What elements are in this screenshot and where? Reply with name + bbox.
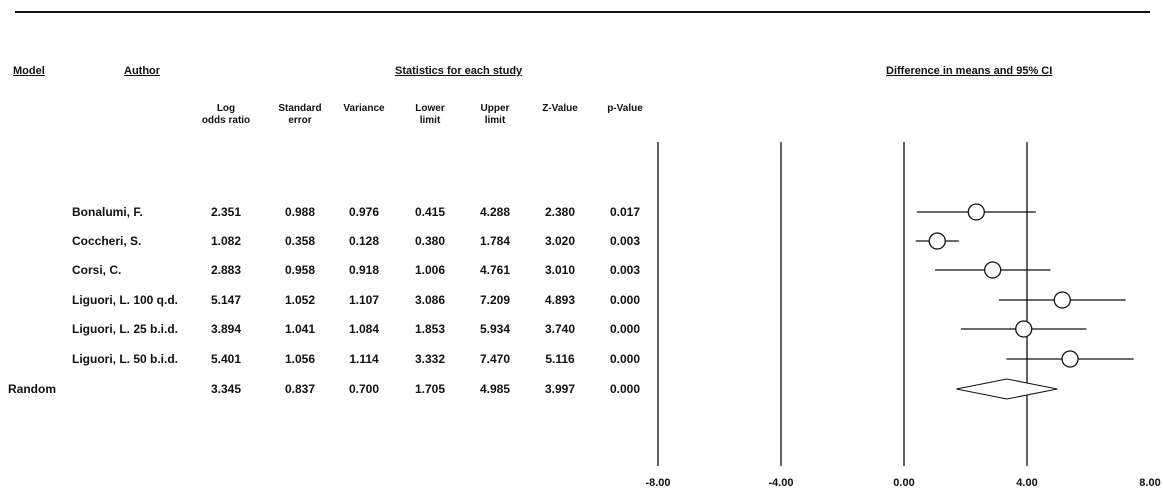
x-tick-label: -4.00 — [768, 477, 793, 489]
stat-cell: 0.837 — [284, 382, 316, 396]
stat-cell: 1.107 — [348, 293, 380, 307]
column-header: p-Value — [607, 103, 643, 114]
stat-cell: 1.041 — [284, 322, 316, 336]
x-tick-label: 4.00 — [1016, 477, 1037, 489]
study-point — [984, 261, 1002, 279]
study-point — [967, 203, 985, 221]
stat-cell: 1.853 — [414, 322, 446, 336]
stat-cell: 0.128 — [348, 234, 380, 248]
stat-cell: 3.020 — [544, 234, 576, 248]
stat-cell: 5.147 — [210, 293, 242, 307]
column-header: Lower limit — [415, 103, 445, 126]
column-header: Log odds ratio — [201, 103, 251, 126]
stat-cell: 3.332 — [414, 352, 446, 366]
stat-cell: 3.086 — [414, 293, 446, 307]
stat-cell: 0.000 — [609, 322, 641, 336]
stat-cell: 5.116 — [545, 352, 575, 366]
header-statistics: Statistics for each study — [395, 65, 523, 77]
stat-cell: 2.351 — [210, 205, 242, 219]
stat-cell: 0.976 — [348, 205, 380, 219]
stat-cell: 4.761 — [479, 263, 511, 277]
stat-cell: 0.000 — [609, 382, 641, 396]
author-cell: Liguori, L. 25 b.i.d. — [72, 322, 179, 336]
header-author: Author — [124, 65, 161, 77]
author-cell: Liguori, L. 50 b.i.d. — [72, 352, 179, 366]
stat-cell: 0.988 — [284, 205, 316, 219]
stat-cell: 5.401 — [210, 352, 242, 366]
stat-cell: 1.052 — [284, 293, 316, 307]
study-point — [1061, 350, 1079, 368]
stat-cell: 3.010 — [544, 263, 576, 277]
stat-cell: 1.006 — [414, 263, 446, 277]
stat-cell: 3.894 — [210, 322, 242, 336]
stat-cell: 3.997 — [544, 382, 576, 396]
top-rule — [15, 11, 1150, 13]
study-point — [1015, 320, 1033, 338]
stat-cell: 0.918 — [348, 263, 380, 277]
stat-cell: 1.114 — [349, 352, 379, 366]
stat-cell: 1.784 — [479, 234, 511, 248]
stat-cell: 0.358 — [284, 234, 316, 248]
stat-cell: 0.958 — [284, 263, 316, 277]
stat-cell: 0.003 — [609, 234, 641, 248]
stat-cell: 7.209 — [479, 293, 511, 307]
stat-cell: 0.415 — [414, 205, 446, 219]
study-point — [1053, 291, 1071, 309]
header-model: Model — [13, 65, 45, 77]
column-header: Upper limit — [480, 103, 510, 126]
stat-cell: 0.000 — [609, 352, 641, 366]
column-header: Variance — [343, 103, 385, 114]
stat-cell: 0.700 — [348, 382, 380, 396]
stat-cell: 0.003 — [609, 263, 641, 277]
study-point — [928, 232, 946, 250]
stat-cell: 3.740 — [544, 322, 576, 336]
stat-cell: 1.056 — [284, 352, 316, 366]
author-cell: Liguori, L. 100 q.d. — [72, 293, 179, 307]
stat-cell: 2.380 — [544, 205, 576, 219]
stat-cell: 1.705 — [414, 382, 446, 396]
x-tick-label: 0.00 — [893, 477, 914, 489]
stat-cell: 4.288 — [479, 205, 511, 219]
x-tick-label: 8.00 — [1139, 477, 1160, 489]
stat-cell: 5.934 — [479, 322, 511, 336]
stat-cell: 7.470 — [479, 352, 511, 366]
stat-cell: 1.082 — [210, 234, 242, 248]
stat-cell: 0.380 — [414, 234, 446, 248]
stat-cell: 0.000 — [609, 293, 641, 307]
x-tick-label: -8.00 — [645, 477, 670, 489]
header-ci: Difference in means and 95% CI — [886, 65, 1053, 77]
author-cell: Coccheri, S. — [72, 234, 142, 248]
stat-cell: 2.883 — [210, 263, 242, 277]
stat-cell: 0.017 — [609, 205, 641, 219]
stat-cell: 4.893 — [544, 293, 576, 307]
author-cell: Corsi, C. — [72, 263, 122, 277]
stat-cell: 1.084 — [348, 322, 380, 336]
model-label: Random — [8, 382, 56, 396]
column-header: Z-Value — [542, 103, 578, 114]
column-header: Standard error — [278, 103, 322, 126]
stat-cell: 4.985 — [479, 382, 511, 396]
author-cell: Bonalumi, F. — [72, 205, 143, 219]
summary-diamond — [956, 378, 1058, 400]
stat-cell: 3.345 — [210, 382, 242, 396]
